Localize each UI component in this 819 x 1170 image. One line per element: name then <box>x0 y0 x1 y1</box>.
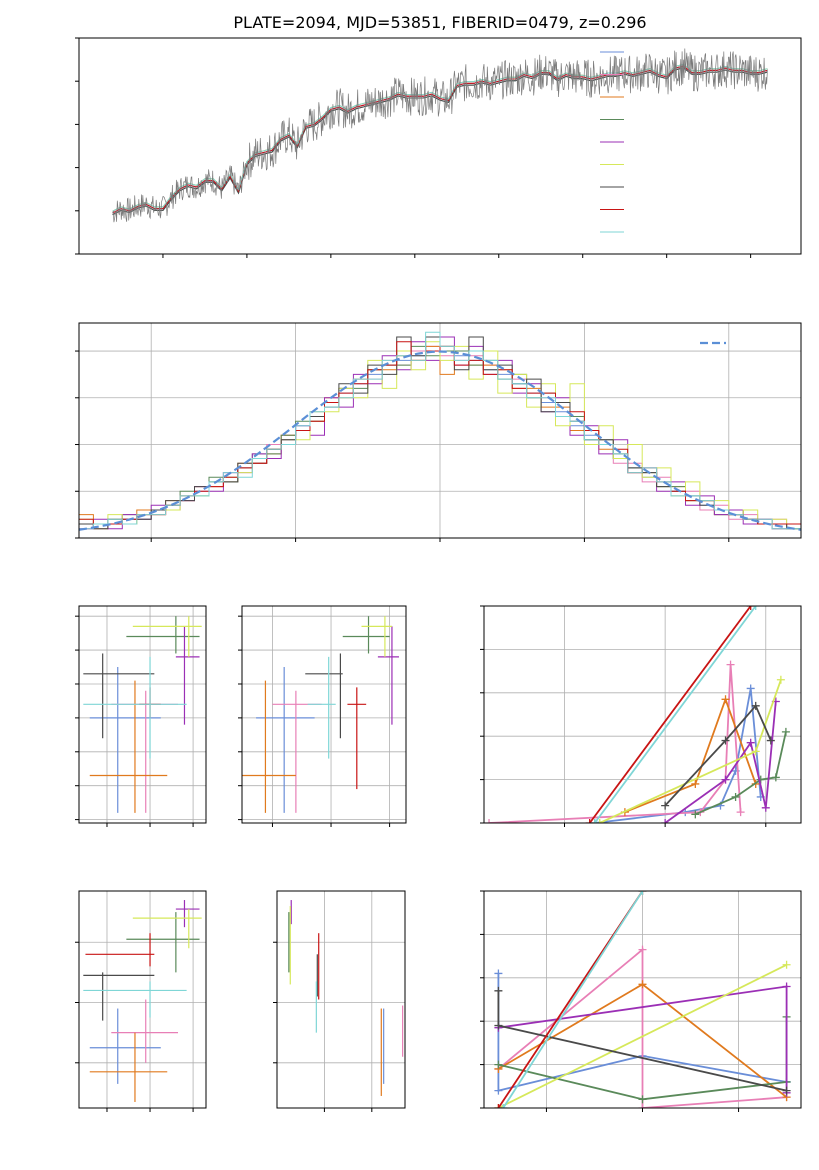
figure-title: PLATE=2094, MJD=53851, FIBERID=0479, z=0… <box>233 13 646 32</box>
weight-marker-chabrier_miles <box>494 1086 503 1095</box>
weight-line-chabrier_stelib <box>664 704 772 807</box>
weight-line-chabrier_miles <box>594 688 762 823</box>
weight-line-kroupa_stelib <box>593 606 757 823</box>
model-line-kroupa_miles <box>112 63 768 212</box>
model-line-salpeter_stelib <box>112 65 768 214</box>
errorbars <box>83 616 202 813</box>
weight-marker-chabrier_stelib <box>782 1086 791 1095</box>
weight-marker-kroupa_miles <box>691 779 700 788</box>
panel-4 <box>480 605 802 827</box>
panel-5 <box>75 890 207 1112</box>
axes-frame <box>241 605 407 824</box>
panel-2 <box>75 605 207 827</box>
data-spectrum <box>112 48 768 223</box>
weight-marker-salpeter_elodie <box>721 775 730 784</box>
gridlines <box>79 606 206 823</box>
panel-0 <box>75 37 802 258</box>
gaussian-curve <box>79 350 801 531</box>
weight-marker-kroupa_stelib <box>638 891 647 895</box>
axes-frame <box>78 322 802 539</box>
weight-line-salpeter_miles <box>497 947 787 1108</box>
weight-marker-salpeter_elodie <box>761 803 770 812</box>
panel-3 <box>238 605 407 827</box>
weight-marker-salpeter_stelib <box>494 1104 503 1108</box>
axes-frame <box>78 37 802 255</box>
weight-line-kroupa_miles <box>624 696 757 813</box>
model-line-kroupa_stelib <box>112 63 768 212</box>
spectrum-lines <box>112 48 768 223</box>
axes-frame <box>483 890 802 1109</box>
weight-marker-kroupa_elodie <box>595 819 604 823</box>
weight-marker-chabrier_miles <box>746 684 755 693</box>
model-line-salpeter_elodie <box>112 65 768 214</box>
weight-marker-chabrier_stelib <box>766 736 775 745</box>
weight-marker-salpeter_stelib <box>585 819 594 823</box>
gridlines <box>79 891 206 1108</box>
weight-marker-salpeter_miles <box>638 1104 647 1108</box>
weight-marker-chabrier_stelib <box>721 736 730 745</box>
weight-marker-chabrier_miles <box>494 969 503 978</box>
errorbars <box>242 616 399 813</box>
panel-6 <box>273 890 406 1112</box>
weight-marker-chabrier_elodie <box>494 1060 503 1069</box>
weight-marker-salpeter_stelib <box>746 606 755 610</box>
weight-marker-kroupa_stelib <box>590 819 599 823</box>
weight-marker-salpeter_elodie <box>746 738 755 747</box>
axes-frame <box>276 890 406 1109</box>
errorbars <box>83 900 202 1102</box>
weight-marker-salpeter_miles <box>736 808 745 817</box>
axes-frame <box>78 890 207 1109</box>
weight-marker-salpeter_miles <box>638 945 647 954</box>
errorbars <box>288 900 404 1096</box>
weight-marker-kroupa_miles <box>721 695 730 704</box>
weight-marker-salpeter_elodie <box>782 982 791 991</box>
weight-marker-chabrier_elodie <box>731 792 740 801</box>
histograms <box>79 331 801 531</box>
histogram-kroupa_stelib <box>79 331 801 530</box>
model-line-kroupa_elodie <box>112 63 768 212</box>
weight-marker-chabrier_elodie <box>781 727 790 736</box>
weight-line-chabrier_miles <box>497 973 787 1092</box>
weight-marker-kroupa_elodie <box>751 747 760 756</box>
weight-marker-kroupa_stelib <box>751 606 760 610</box>
weight-marker-kroupa_elodie <box>776 675 785 684</box>
weight-marker-chabrier_stelib <box>494 986 503 995</box>
model-line-chabrier_stelib <box>112 67 768 216</box>
model-line-chabrier_miles <box>112 67 768 216</box>
axes-frame <box>78 605 207 824</box>
weight-lines <box>485 606 790 823</box>
weight-marker-salpeter_miles <box>485 819 494 823</box>
weight-marker-salpeter_elodie <box>661 819 670 823</box>
weight-marker-kroupa_elodie <box>782 960 791 969</box>
weight-marker-chabrier_elodie <box>771 773 780 782</box>
model-line-salpeter_miles <box>112 65 768 214</box>
weight-line-kroupa_stelib <box>502 891 644 1108</box>
panel-1 <box>75 322 802 542</box>
weight-marker-kroupa_stelib <box>499 1104 508 1108</box>
weight-marker-chabrier_stelib <box>661 801 670 810</box>
legend <box>600 51 624 233</box>
weight-marker-chabrier_stelib <box>494 1021 503 1030</box>
weight-marker-chabrier_stelib <box>751 701 760 710</box>
weight-marker-kroupa_miles <box>638 980 647 989</box>
weight-line-kroupa_elodie <box>497 963 788 1108</box>
weight-line-salpeter_miles <box>488 664 742 823</box>
gridlines <box>277 891 405 1108</box>
weight-marker-chabrier_elodie <box>691 810 700 819</box>
axes-frame <box>483 605 802 824</box>
weight-line-salpeter_stelib <box>588 606 752 823</box>
weight-marker-salpeter_miles <box>726 660 735 669</box>
weight-marker-chabrier_elodie <box>638 1095 647 1104</box>
weight-lines <box>494 891 791 1108</box>
panel-7 <box>480 890 802 1112</box>
model-line-chabrier_elodie <box>112 67 768 216</box>
gridlines <box>242 606 406 823</box>
